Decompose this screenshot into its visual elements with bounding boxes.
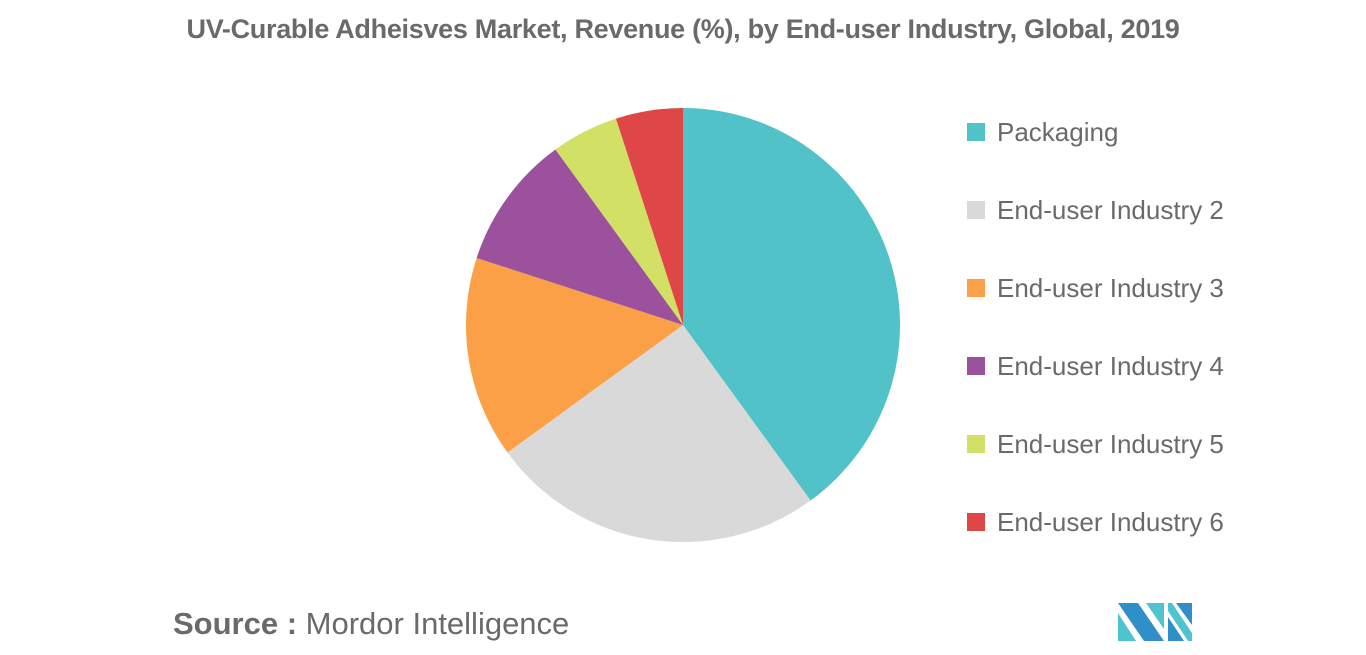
pie-slice-end-user-industry-3 bbox=[466, 257, 683, 453]
chart-title: UV-Curable Adheisves Market, Revenue (%)… bbox=[186, 14, 1180, 44]
legend-swatch bbox=[967, 201, 985, 219]
legend-swatch bbox=[967, 357, 985, 375]
legend-label: End-user Industry 5 bbox=[997, 429, 1224, 459]
legend: Packaging End-user Industry 2 End-user I… bbox=[967, 112, 1224, 580]
legend-label: End-user Industry 3 bbox=[997, 273, 1224, 303]
legend-label: Packaging bbox=[997, 117, 1119, 147]
pie-slice-end-user-industry-6 bbox=[615, 108, 683, 325]
source-key: Source : bbox=[173, 606, 298, 641]
legend-label: End-user Industry 2 bbox=[997, 195, 1224, 225]
legend-item-industry-2: End-user Industry 2 bbox=[967, 190, 1224, 268]
legend-swatch bbox=[967, 279, 985, 297]
pie-slice-end-user-industry-2 bbox=[507, 325, 811, 542]
pie-slice-end-user-industry-4 bbox=[476, 149, 683, 325]
mordor-logo-icon bbox=[1118, 603, 1192, 641]
legend-item-packaging: Packaging bbox=[967, 112, 1224, 190]
pie-chart bbox=[466, 108, 900, 542]
source-value: Mordor Intelligence bbox=[305, 606, 570, 641]
pie-slice-packaging bbox=[683, 108, 900, 501]
legend-swatch bbox=[967, 513, 985, 531]
source-note: Source : Mordor Intelligence bbox=[173, 606, 569, 642]
legend-label: End-user Industry 4 bbox=[997, 351, 1224, 381]
legend-swatch bbox=[967, 435, 985, 453]
legend-item-industry-6: End-user Industry 6 bbox=[967, 502, 1224, 580]
pie-slice-end-user-industry-5 bbox=[555, 118, 683, 326]
legend-item-industry-4: End-user Industry 4 bbox=[967, 346, 1224, 424]
legend-item-industry-5: End-user Industry 5 bbox=[967, 424, 1224, 502]
pie-svg bbox=[466, 108, 900, 542]
legend-label: End-user Industry 6 bbox=[997, 507, 1224, 537]
legend-swatch bbox=[967, 123, 985, 141]
legend-item-industry-3: End-user Industry 3 bbox=[967, 268, 1224, 346]
